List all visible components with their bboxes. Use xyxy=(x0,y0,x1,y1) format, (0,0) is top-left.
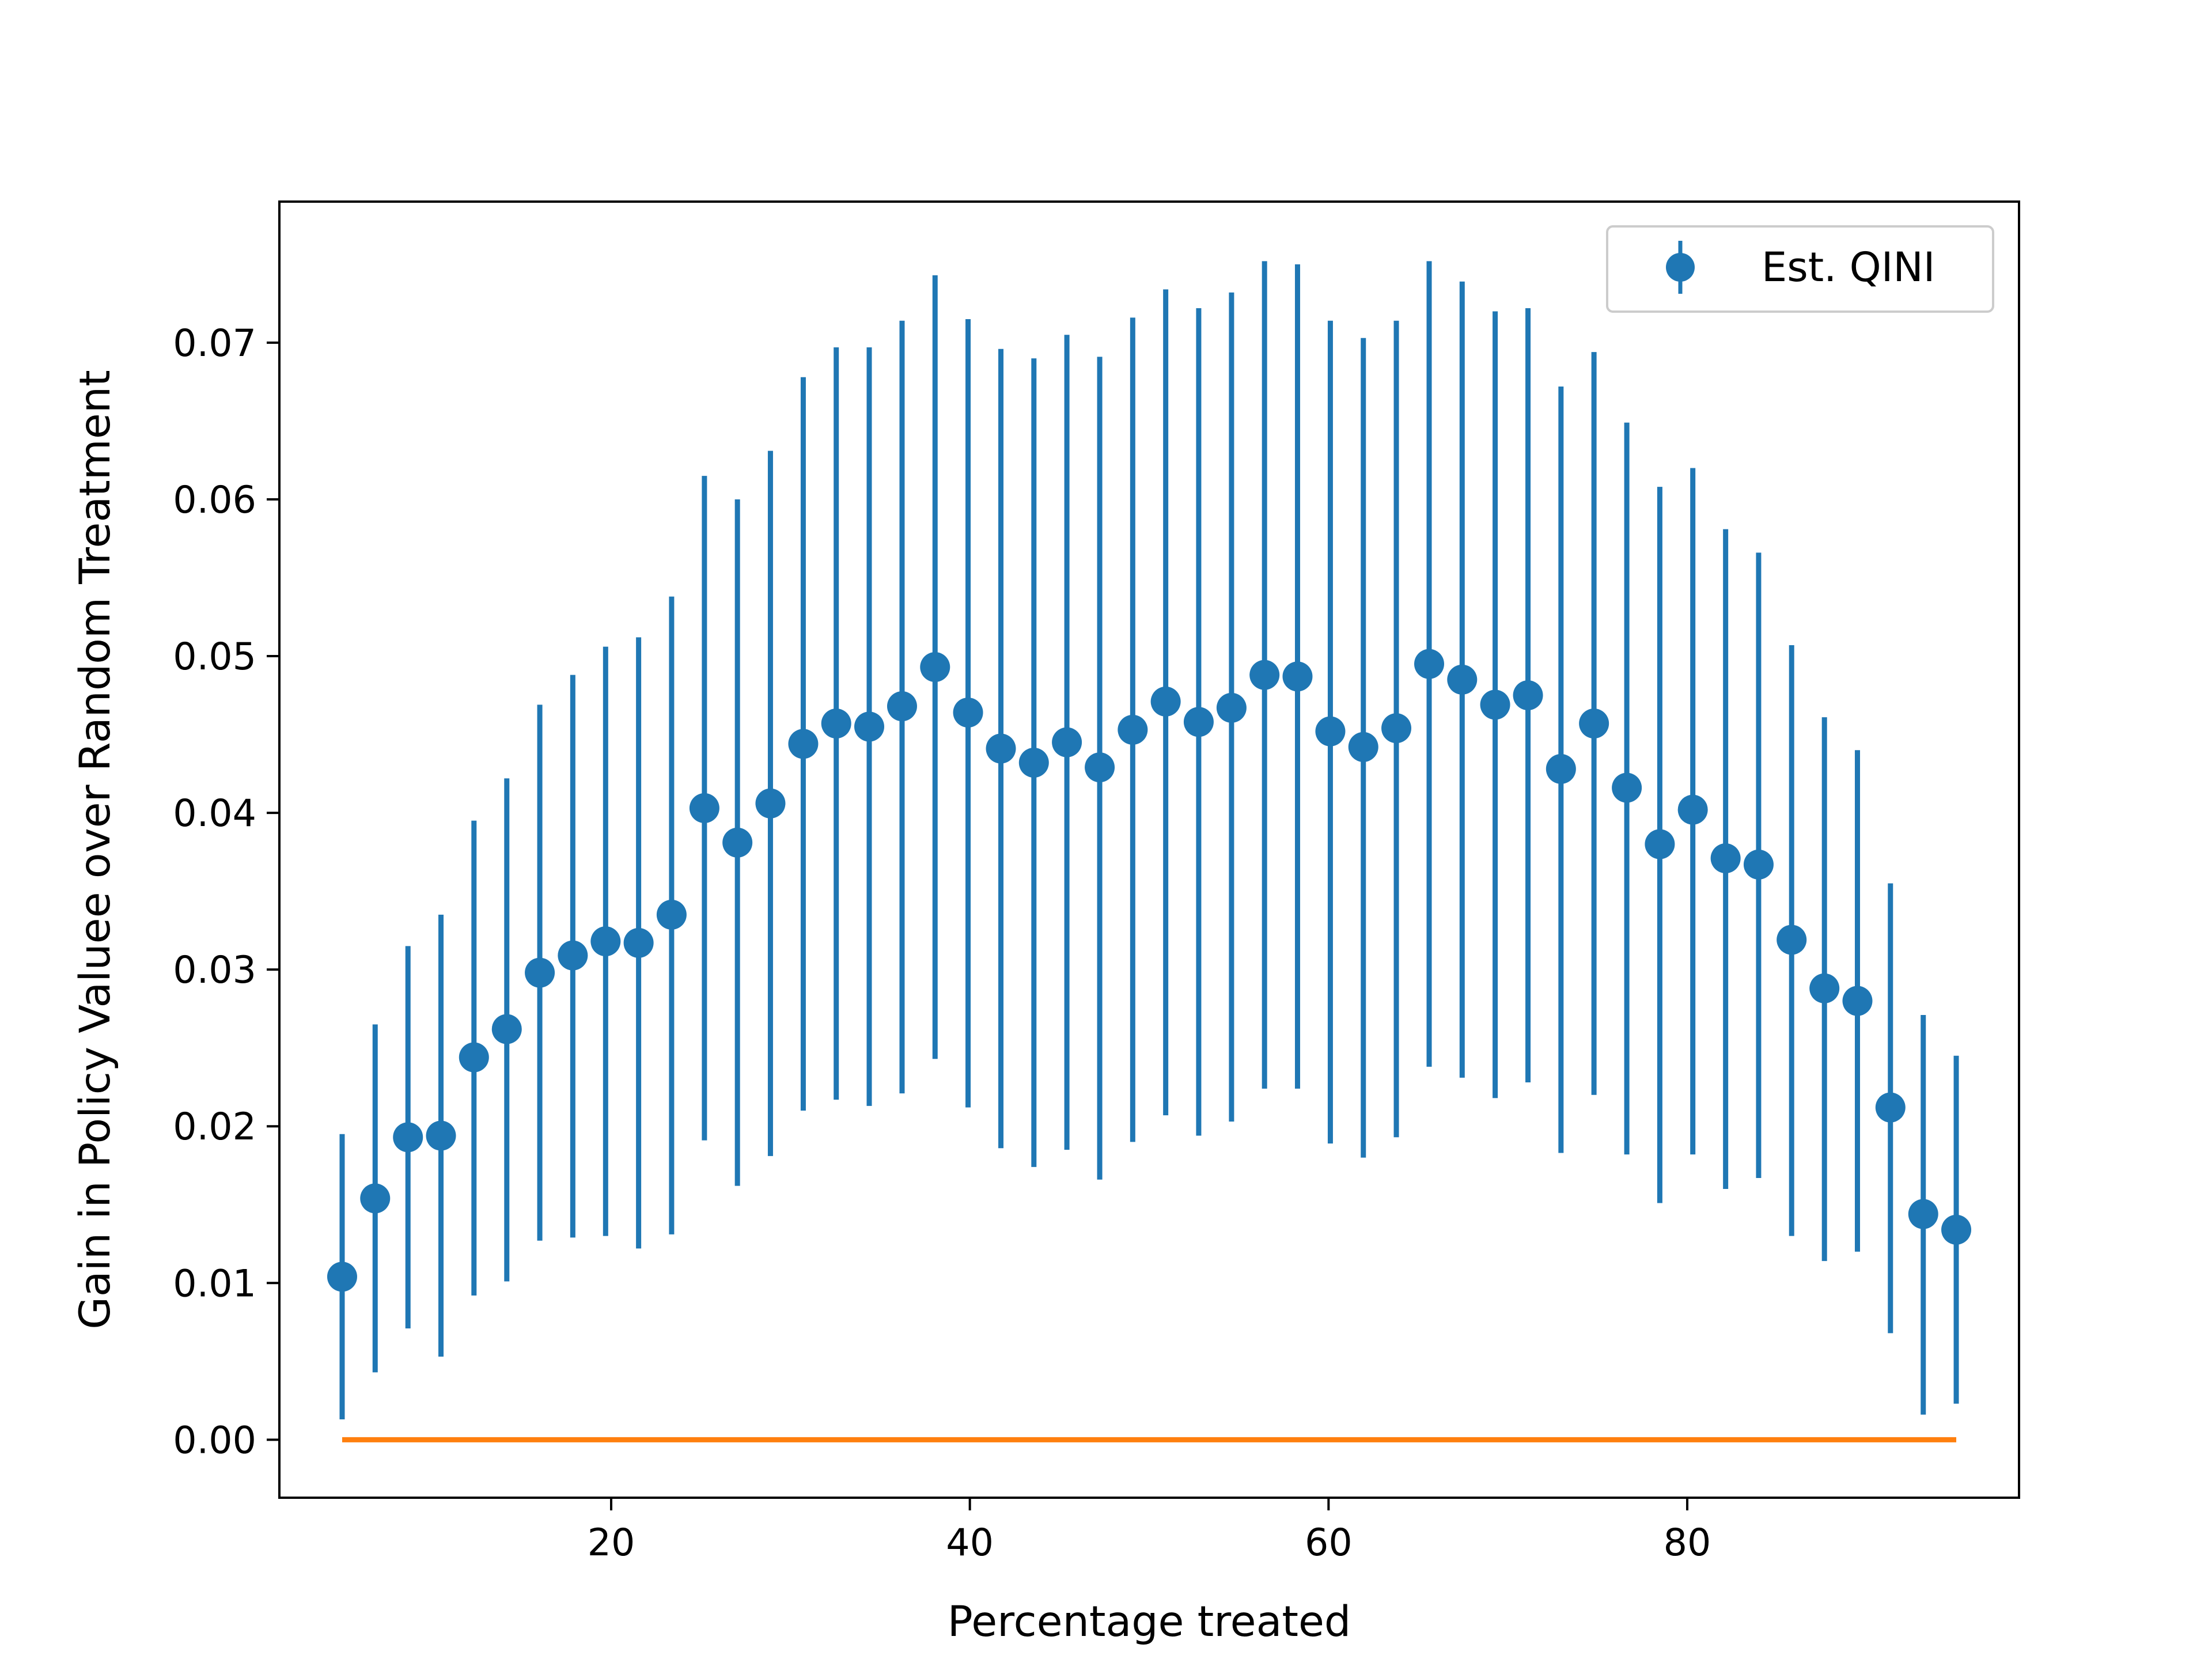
data-point xyxy=(920,652,950,683)
y-axis-label: Gain in Policy Valuee over Random Treatm… xyxy=(71,370,120,1329)
data-point xyxy=(1480,690,1510,720)
data-point xyxy=(1513,680,1543,711)
y-tick-label: 0.02 xyxy=(173,1105,256,1149)
y-tick-label: 0.03 xyxy=(173,949,256,992)
data-point xyxy=(1118,714,1148,745)
data-point xyxy=(1381,713,1412,744)
data-point xyxy=(1546,753,1576,784)
data-point xyxy=(689,793,719,823)
data-point xyxy=(1875,1092,1906,1123)
data-point xyxy=(1777,925,1807,955)
data-point xyxy=(755,788,786,819)
y-tick-label: 0.04 xyxy=(173,792,256,835)
data-point xyxy=(986,733,1016,764)
data-point xyxy=(887,691,917,722)
data-point xyxy=(1414,649,1445,679)
data-point xyxy=(1579,708,1609,738)
x-tick-label: 80 xyxy=(1664,1521,1711,1565)
data-point xyxy=(1315,716,1346,747)
data-point xyxy=(1842,986,1873,1016)
data-point xyxy=(426,1120,456,1151)
data-point xyxy=(953,697,983,728)
data-point xyxy=(1447,664,1478,695)
x-axis-label: Percentage treated xyxy=(948,1597,1351,1646)
data-point xyxy=(1645,829,1675,859)
data-point xyxy=(525,957,555,988)
data-point xyxy=(459,1042,489,1073)
data-point xyxy=(1216,692,1247,723)
data-point xyxy=(1183,707,1214,737)
x-tick-label: 60 xyxy=(1305,1521,1353,1565)
y-tick-label: 0.00 xyxy=(173,1419,256,1462)
data-point xyxy=(1677,794,1708,825)
data-point xyxy=(1348,732,1378,762)
data-point xyxy=(821,708,851,738)
data-point xyxy=(393,1122,423,1153)
data-point xyxy=(491,1014,522,1044)
data-point xyxy=(1249,660,1280,690)
data-point xyxy=(854,711,884,742)
data-point xyxy=(1282,661,1313,692)
y-tick-label: 0.07 xyxy=(173,322,256,365)
data-point xyxy=(1150,686,1181,717)
plot-frame xyxy=(278,200,2020,1499)
data-point xyxy=(558,940,588,971)
x-axis-ticks: 20 40 60 80 xyxy=(588,1498,1711,1565)
data-point xyxy=(1612,772,1642,803)
data-point xyxy=(1018,748,1049,778)
data-point xyxy=(327,1262,357,1292)
legend-box xyxy=(1606,225,1994,313)
data-point xyxy=(1941,1214,1972,1245)
data-point xyxy=(1052,727,1082,757)
legend-marker-symbol xyxy=(1666,253,1695,282)
plot-marks xyxy=(327,261,1972,1442)
y-tick-label: 0.06 xyxy=(173,479,256,522)
data-point xyxy=(1809,973,1840,1003)
data-point xyxy=(1743,849,1774,880)
data-point xyxy=(1710,843,1741,873)
x-tick-label: 20 xyxy=(588,1521,635,1565)
data-point xyxy=(590,926,621,957)
data-point xyxy=(1908,1199,1938,1229)
y-tick-label: 0.05 xyxy=(173,635,256,679)
y-tick-label: 0.01 xyxy=(173,1262,256,1305)
data-point xyxy=(656,899,687,930)
legend: Est. QINI xyxy=(1606,225,1994,313)
data-point xyxy=(1085,752,1115,783)
x-tick-label: 40 xyxy=(946,1521,994,1565)
data-point xyxy=(623,927,654,958)
data-point xyxy=(722,827,753,858)
y-axis-ticks: 0.00 0.01 0.02 0.03 0.04 0.05 0.06 0.07 xyxy=(173,322,279,1462)
data-point xyxy=(360,1183,391,1214)
legend-label-est-qini: Est. QINI xyxy=(1762,244,1935,291)
data-point xyxy=(788,729,819,759)
